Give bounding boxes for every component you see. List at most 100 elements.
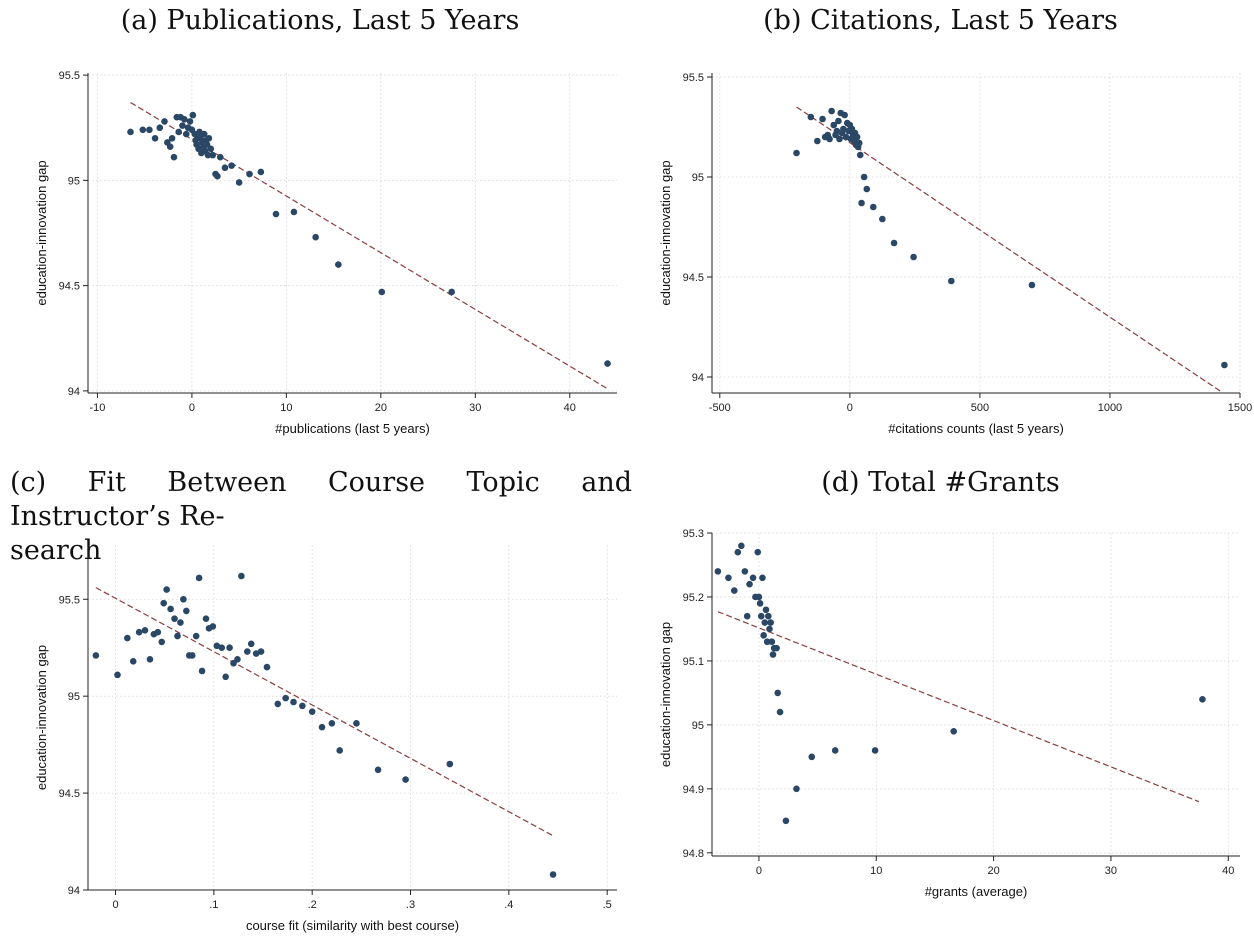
y-tick-label: 94.5	[683, 272, 704, 284]
scatter-point	[274, 700, 282, 708]
scatter-point	[168, 134, 176, 142]
scatter-point	[768, 638, 776, 646]
chart-b: -500 0 500 1000 1500 94 94.5 95 95.5 #citations c…	[658, 72, 1252, 436]
chart-c: 0 .1 .2 .3 .4 .5 94 94.5 95 95.5 course fit (simil…	[34, 545, 617, 933]
x-tick-label: 20	[987, 865, 999, 877]
chart-d: 0 10 20 30 40 94.8 94.9 95 95.1 95.2 95.3 #grants (…	[658, 528, 1240, 899]
scatter-point	[290, 208, 298, 216]
scatter-point	[793, 785, 800, 793]
y-tick-label: 95.1	[683, 656, 704, 668]
scatter-point	[763, 638, 771, 646]
y-tick-label: 95.3	[683, 528, 704, 540]
scatter-point	[757, 612, 765, 620]
x-tick-label: 1500	[1228, 402, 1252, 414]
x-tick-label: 500	[971, 402, 989, 414]
scatter-point	[760, 632, 767, 639]
scatter-point	[183, 607, 190, 615]
chart-c-title-line-1: (c) Fit Between Course Topic and Instruc…	[10, 467, 632, 532]
scatter-point	[257, 168, 265, 176]
scatter-point	[743, 612, 751, 620]
scatter-point	[135, 628, 143, 636]
scatter-point	[209, 151, 216, 159]
y-tick-label: 94.9	[683, 784, 704, 796]
y-tick-label: 95.2	[683, 592, 704, 604]
x-axis-title: #publications (last 5 years)	[275, 421, 430, 436]
scatter-point	[754, 548, 762, 556]
scatter-point	[161, 118, 168, 125]
scatter-point	[402, 776, 409, 783]
y-tick-label: 95.5	[59, 594, 80, 606]
chart-c-title-line-2: search	[10, 535, 102, 566]
scatter-point	[167, 605, 174, 613]
scatter-point	[910, 253, 917, 261]
x-tick-label: 40	[564, 402, 576, 414]
scatter-point	[200, 130, 208, 138]
scatter-point	[218, 644, 226, 652]
y-tick-label: 95	[692, 720, 704, 732]
scatter-point	[863, 185, 871, 193]
scatter-point	[214, 172, 221, 180]
scatter-point	[830, 121, 838, 129]
scatter-point	[179, 122, 186, 129]
scatter-point	[762, 606, 770, 614]
scatter-point	[714, 568, 722, 575]
x-tick-label: 30	[469, 402, 481, 414]
scatter-point	[166, 143, 174, 150]
scatter-point	[203, 141, 211, 148]
scatter-point	[869, 203, 877, 211]
scatter-point	[446, 760, 454, 768]
y-tick-label: 94	[68, 386, 80, 398]
scatter-point	[1221, 361, 1228, 369]
y-tick-label: 94.8	[683, 848, 704, 860]
x-axis-title: #citations counts (last 5 years)	[888, 421, 1064, 436]
scatter-point	[114, 671, 121, 679]
scatter-point	[761, 619, 769, 626]
scatter-point	[160, 599, 168, 607]
x-tick-label: -500	[709, 402, 731, 414]
scatter-point	[890, 239, 898, 247]
scatter-point	[725, 574, 732, 582]
scatter-point	[234, 656, 241, 663]
y-tick-label: 95	[692, 172, 704, 184]
scatter-point	[328, 720, 336, 727]
scatter-point	[858, 199, 865, 207]
x-tick-label: 20	[375, 402, 387, 414]
x-tick-label: 10	[870, 865, 882, 877]
scatter-point	[246, 170, 253, 178]
y-tick-label: 94	[68, 885, 80, 897]
scatter-point	[378, 288, 386, 296]
scatter-point	[204, 151, 212, 159]
x-tick-label: 0	[756, 865, 762, 877]
fit-line	[717, 611, 1200, 803]
scatter-point	[299, 702, 306, 710]
scatter-point	[746, 580, 753, 588]
scatter-point	[318, 723, 326, 731]
x-tick-label: 10	[280, 402, 292, 414]
scatter-point	[828, 107, 835, 115]
chart-c-title: (c) Fit Between Course Topic and Instruc…	[10, 466, 632, 568]
scatter-point	[238, 572, 245, 580]
scatter-point	[154, 628, 162, 636]
scatter-point	[819, 115, 826, 123]
x-tick-label: .4	[504, 899, 513, 911]
scatter-point	[207, 145, 215, 153]
chart-b-title: (b) Citations, Last 5 Years	[763, 5, 1118, 36]
scatter-point	[189, 111, 197, 119]
x-tick-label: -10	[89, 402, 105, 414]
y-tick-label: 95	[68, 691, 80, 703]
scatter-point	[247, 640, 255, 648]
scatter-point	[776, 708, 784, 716]
scatter-point	[835, 117, 842, 125]
y-axis-title: education-innovation gap	[34, 160, 49, 305]
chart-a: -10 0 10 20 30 40 94 94.5 95 95.5 #publications (l…	[34, 70, 617, 436]
scatter-point	[765, 612, 772, 620]
x-tick-label: .1	[209, 899, 218, 911]
scatter-point	[312, 233, 319, 241]
scatter-point	[1199, 695, 1206, 703]
scatter-point	[1028, 281, 1036, 289]
scatter-point	[151, 134, 159, 142]
scatter-point	[195, 574, 203, 582]
scatter-point	[879, 215, 886, 223]
scatter-point	[604, 360, 611, 367]
